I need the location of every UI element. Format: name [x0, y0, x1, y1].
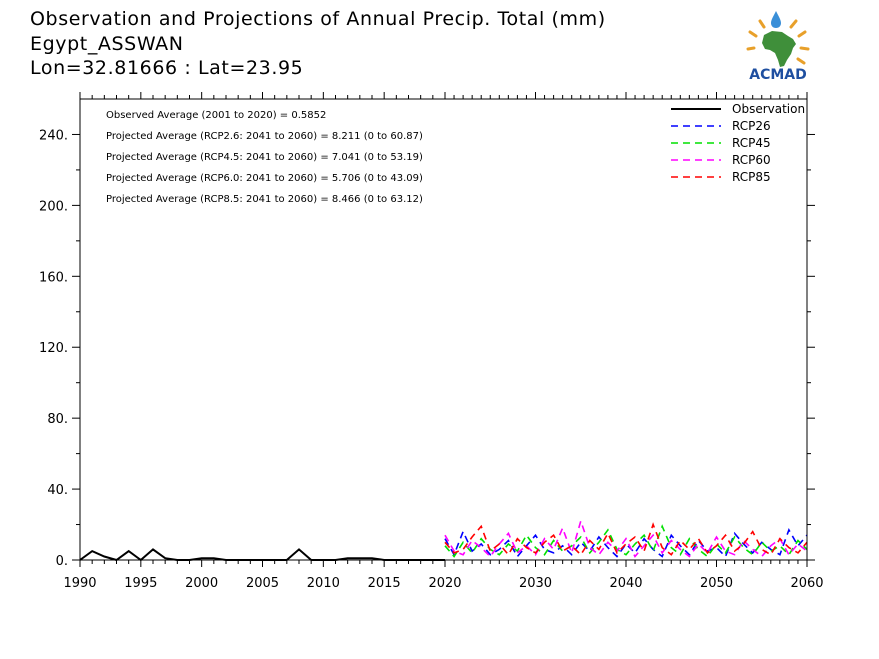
x-tick-label: 2060: [790, 576, 823, 591]
y-tick-label: 120.: [39, 341, 68, 356]
stat-line: Projected Average (RCP6.0: 2041 to 2060)…: [106, 173, 423, 184]
legend-label: Observation: [732, 102, 805, 116]
location-name: Egypt_ASSWAN: [30, 33, 184, 55]
legend-label: RCP45: [732, 136, 771, 150]
logo-text: ACMAD: [749, 67, 807, 83]
x-tick-label: 2010: [307, 576, 340, 591]
y-tick-label: 240.: [39, 128, 68, 143]
x-tick-label: 2040: [609, 576, 642, 591]
y-tick-label: 80.: [47, 412, 68, 427]
plot-frame: [79, 98, 808, 561]
stat-line: Projected Average (RCP4.5: 2041 to 2060)…: [106, 152, 423, 163]
legend: Observation RCP26 RCP45 RCP60 RCP85: [671, 102, 805, 184]
y-tick-label: 40.: [47, 483, 68, 498]
series-line-rcp85: [444, 522, 808, 557]
x-tick-label: 2030: [519, 576, 552, 591]
series-line-rcp26: [444, 528, 808, 558]
series-line-rcp45: [444, 524, 808, 558]
x-tick-label: 1990: [63, 576, 96, 591]
acmad-africa-logo-icon: ACMAD: [746, 11, 810, 83]
stat-line: Projected Average (RCP2.6: 2041 to 2060)…: [106, 131, 423, 142]
series-line-rcp60: [444, 518, 808, 558]
x-tick-label: 1995: [124, 576, 157, 591]
axis-ticks: 1990 1995 2000 2005 2010 2015 2020 2030 2040 2050…: [39, 92, 824, 591]
y-tick-label: 200.: [39, 199, 68, 214]
series-lines: [79, 518, 808, 562]
water-drop-icon: [771, 11, 781, 28]
stat-line: Projected Average (RCP8.5: 2041 to 2060)…: [106, 194, 423, 205]
y-tick-label: 0.: [56, 554, 68, 569]
stats-block: Observed Average (2001 to 2020) = 0.5852…: [106, 110, 423, 205]
series-line-observation: [79, 548, 445, 562]
stat-line: Observed Average (2001 to 2020) = 0.5852: [106, 110, 326, 121]
x-tick-label: 2020: [428, 576, 461, 591]
legend-label: RCP26: [732, 119, 771, 133]
x-tick-label: 2000: [185, 576, 218, 591]
y-tick-label: 160.: [39, 270, 68, 285]
legend-label: RCP60: [732, 153, 771, 167]
africa-icon: [762, 31, 796, 67]
coordinates-label: Lon=32.81666 : Lat=23.95: [30, 57, 304, 79]
x-tick-label: 2005: [246, 576, 279, 591]
acmad-logo: ACMAD: [738, 8, 818, 84]
x-tick-label: 2015: [368, 576, 401, 591]
chart-title: Observation and Projections of Annual Pr…: [30, 8, 606, 30]
sun-rays-icon: [746, 19, 810, 65]
x-tick-label: 2050: [700, 576, 733, 591]
legend-label: RCP85: [732, 170, 771, 184]
